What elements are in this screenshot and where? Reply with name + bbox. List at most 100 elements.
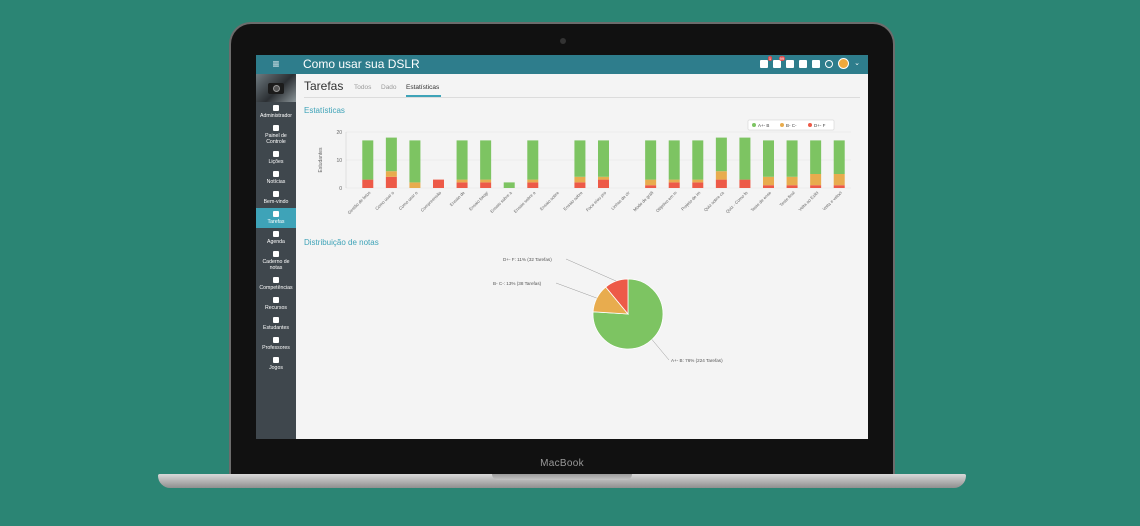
bar-d [527, 182, 539, 188]
sidebar-item-welcome[interactable]: Bem-vindo [256, 188, 296, 208]
x-tick-label: Ensaio sobre [539, 190, 561, 212]
bar-d [763, 185, 774, 188]
main-content: Tarefas Todos Dado Estatísticas Estatíst… [296, 74, 868, 439]
bar-b [810, 174, 822, 186]
sidebar-item-label: Tarefas [267, 219, 285, 225]
app-title: Como usar sua DSLR [303, 57, 420, 71]
active-tab-indicator [406, 95, 441, 97]
bar-d [668, 182, 680, 188]
bar-a [362, 140, 374, 180]
sidebar-item-label: Lições [268, 159, 284, 165]
tab-dado[interactable]: Dado [381, 84, 397, 91]
x-tick-label: Quiz sobre ca [703, 190, 726, 213]
trash-icon[interactable] [799, 59, 808, 68]
tab-estatisticas[interactable]: Estatísticas [406, 84, 440, 91]
bar-a [763, 140, 774, 177]
bar-d [692, 182, 704, 188]
pie-slice [605, 278, 629, 316]
bar-a [574, 140, 586, 177]
top-bar: ≡ Como usar sua DSLR 1 99 ⌄ [256, 55, 868, 74]
sidebar-item-gradebook[interactable]: Caderno de notas [256, 248, 296, 274]
chevron-down-icon[interactable]: ⌄ [854, 59, 860, 67]
sidebar-item-admin[interactable]: Administrador [256, 102, 296, 122]
bar-b [645, 179, 657, 186]
bar-d [598, 179, 609, 188]
bar-b [786, 176, 798, 186]
course-thumbnail[interactable] [256, 74, 296, 102]
bar-d [433, 179, 444, 188]
bar-a [503, 182, 515, 188]
sidebar-item-news[interactable]: Notícias [256, 168, 296, 188]
bar-d [362, 179, 374, 188]
hamburger-icon[interactable]: ≡ [272, 57, 280, 71]
sidebar-item-lessons[interactable]: Lições [256, 148, 296, 168]
bar-d [645, 185, 657, 188]
sidebar-item-tasks[interactable]: Tarefas [256, 208, 296, 228]
tasks-icon[interactable]: 1 [760, 55, 773, 68]
sidebar-item-label: Painel de Controle [265, 133, 287, 145]
laptop-base [158, 474, 966, 488]
bar-b [480, 179, 492, 183]
tab-todos[interactable]: Todos [354, 84, 372, 91]
bar-a [385, 137, 397, 172]
bar-b [763, 176, 774, 186]
legend-swatch [780, 123, 784, 127]
sidebar-item-label: Administrador [259, 113, 292, 119]
pie-leader-line [651, 339, 670, 361]
sidebar-item-resources[interactable]: Recursos [256, 294, 296, 314]
tasks-icon [273, 211, 279, 217]
x-tick-label: Ensaio sobre [562, 190, 584, 212]
bar-d [480, 182, 492, 188]
messages-icon[interactable]: 99 [773, 55, 786, 68]
sidebar-item-label: Competências [259, 285, 293, 291]
y-tick-label: 10 [336, 158, 342, 164]
bar-d [810, 185, 822, 188]
bar-b [409, 182, 421, 188]
distribution-section-title: Distribuição de notas [304, 238, 379, 247]
sidebar: Administrador Painel de Controle Lições Not… [256, 74, 296, 439]
y-axis-label: Estudantes [318, 147, 324, 173]
help-icon[interactable] [812, 59, 821, 68]
y-tick-label: 20 [336, 130, 342, 136]
bar-d [385, 176, 397, 188]
x-tick-label: Teste final [779, 190, 796, 207]
bar-chart: 0 10 20 Estudantes A+- B B- C- D+- F Gestão de … [318, 119, 851, 215]
competencies-icon [273, 277, 279, 283]
x-tick-label: Como usar o [398, 190, 419, 211]
bar-a [810, 140, 822, 174]
search-icon[interactable] [825, 59, 834, 68]
top-icons: 1 99 ⌄ [760, 55, 860, 69]
pie-chart: A+- B: 76% (224 Tarefas) B- C-: 13% (38 T… [493, 257, 723, 363]
sidebar-item-teachers[interactable]: Professores [256, 334, 296, 354]
camera-icon [560, 38, 566, 44]
bar-a [739, 137, 751, 180]
avatar[interactable] [838, 58, 850, 69]
x-tick-label: Ensaio sobre a [513, 190, 537, 214]
bar-a [456, 140, 468, 180]
x-tick-label: Ensaio sobre a [489, 190, 513, 214]
screen: ≡ Como usar sua DSLR 1 99 ⌄ Administrado… [256, 55, 868, 439]
sidebar-item-label: Estudantes [263, 325, 289, 331]
bar-b [527, 179, 539, 183]
bar-d [833, 185, 845, 188]
bar-b [692, 179, 704, 183]
sidebar-item-label: Caderno de notas [262, 259, 290, 271]
calendar-icon[interactable] [786, 59, 795, 68]
sidebar-item-games[interactable]: Jogos [256, 354, 296, 374]
x-tick-label: Compreensão [420, 190, 443, 213]
sidebar-item-dashboard[interactable]: Painel de Controle [256, 122, 296, 148]
admin-icon [273, 105, 279, 111]
sidebar-item-competencies[interactable]: Competências [256, 274, 296, 294]
sidebar-item-students[interactable]: Estudantes [256, 314, 296, 334]
x-tick-label: Modo de gráfi [632, 190, 654, 212]
legend-swatch [808, 123, 812, 127]
bar-a [409, 140, 421, 183]
bar-d [574, 182, 586, 188]
x-tick-label: Volta e veloci [821, 190, 842, 211]
bar-a [668, 140, 680, 180]
sidebar-item-label: Agenda [267, 239, 285, 245]
sidebar-item-label: Professores [262, 345, 290, 351]
bar-a [527, 140, 539, 180]
sidebar-item-agenda[interactable]: Agenda [256, 228, 296, 248]
bar-d [786, 185, 798, 188]
